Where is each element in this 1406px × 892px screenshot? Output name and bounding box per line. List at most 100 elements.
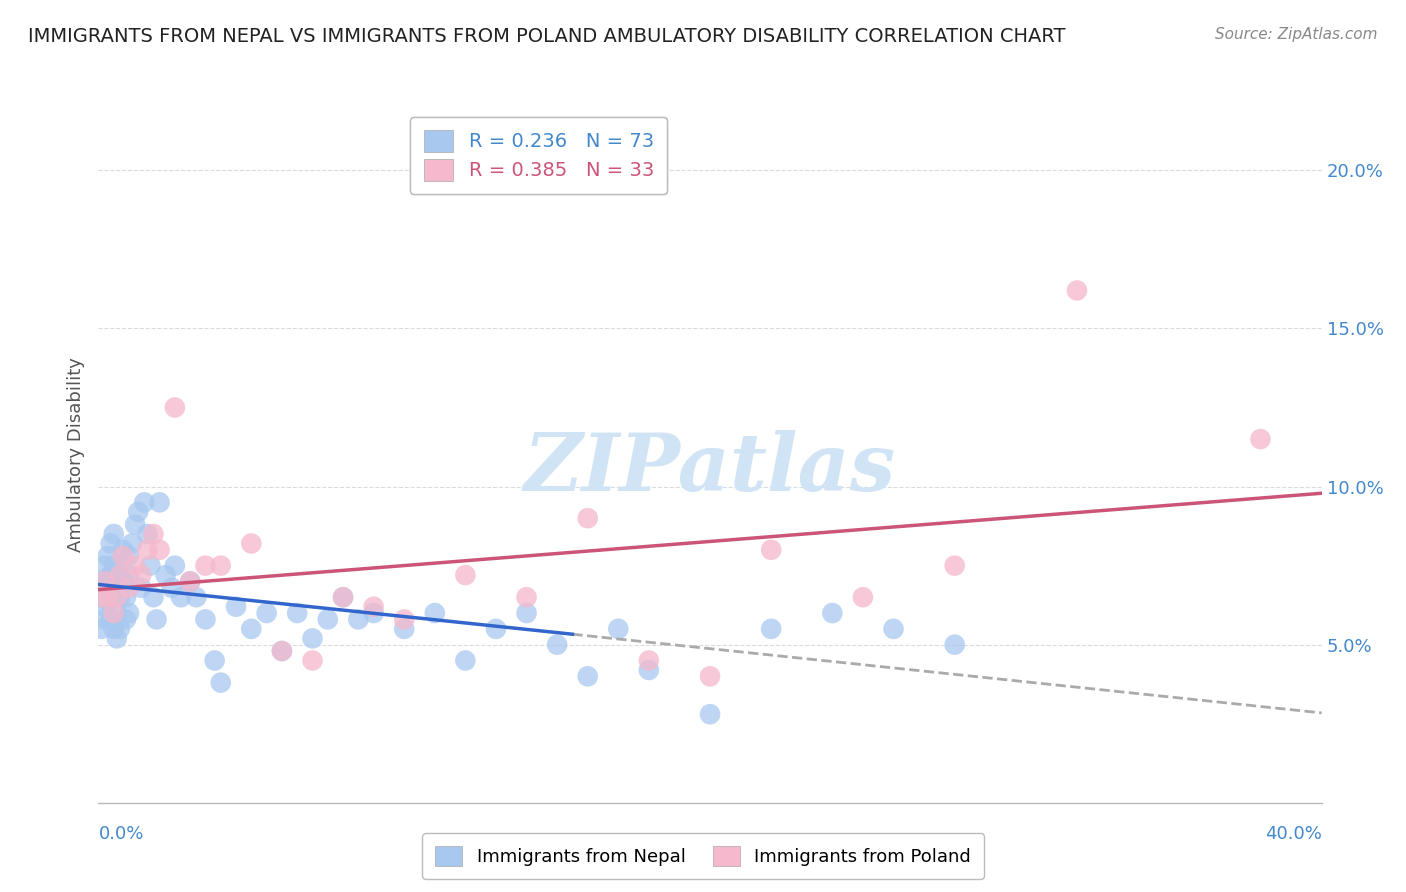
- Point: [93, 599, 115, 614]
- Point: [129, 568, 152, 582]
- Point: [100, 612, 122, 626]
- Point: [90, 574, 112, 589]
- Point: [1066, 284, 1088, 298]
- Point: [155, 568, 177, 582]
- Point: [209, 558, 232, 573]
- Point: [485, 622, 508, 636]
- Point: [136, 542, 159, 557]
- Point: [103, 622, 125, 636]
- Point: [852, 591, 875, 605]
- Point: [546, 638, 568, 652]
- Point: [90, 622, 112, 636]
- Point: [943, 558, 966, 573]
- Point: [129, 581, 152, 595]
- Point: [392, 622, 416, 636]
- Point: [883, 622, 905, 636]
- Point: [111, 542, 134, 557]
- Point: [607, 622, 630, 636]
- Point: [160, 581, 183, 595]
- Y-axis label: Ambulatory Disability: Ambulatory Disability: [66, 358, 84, 552]
- Point: [108, 558, 131, 573]
- Point: [103, 558, 125, 573]
- Point: [90, 591, 112, 605]
- Point: [136, 527, 159, 541]
- Text: 0.0%: 0.0%: [98, 825, 143, 843]
- Point: [516, 606, 538, 620]
- Point: [127, 505, 149, 519]
- Legend: R = 0.236   N = 73, R = 0.385   N = 33: R = 0.236 N = 73, R = 0.385 N = 33: [411, 117, 668, 194]
- Point: [142, 591, 165, 605]
- Point: [139, 558, 162, 573]
- Point: [118, 606, 141, 620]
- Point: [124, 558, 146, 573]
- Point: [225, 599, 247, 614]
- Point: [103, 606, 125, 620]
- Point: [423, 606, 446, 620]
- Point: [93, 581, 115, 595]
- Point: [316, 612, 339, 626]
- Point: [454, 653, 477, 667]
- Text: ZIPatlas: ZIPatlas: [524, 430, 896, 508]
- Text: Source: ZipAtlas.com: Source: ZipAtlas.com: [1215, 27, 1378, 42]
- Point: [170, 591, 193, 605]
- Point: [105, 591, 128, 605]
- Point: [115, 591, 138, 605]
- Point: [204, 653, 226, 667]
- Point: [118, 549, 141, 563]
- Point: [97, 591, 120, 605]
- Point: [108, 622, 131, 636]
- Point: [759, 622, 782, 636]
- Point: [270, 644, 292, 658]
- Point: [256, 606, 278, 620]
- Point: [163, 558, 186, 573]
- Text: IMMIGRANTS FROM NEPAL VS IMMIGRANTS FROM POLAND AMBULATORY DISABILITY CORRELATIO: IMMIGRANTS FROM NEPAL VS IMMIGRANTS FROM…: [28, 27, 1066, 45]
- Point: [332, 591, 354, 605]
- Point: [118, 568, 141, 582]
- Point: [90, 591, 112, 605]
- Point: [285, 606, 308, 620]
- Point: [100, 536, 122, 550]
- Point: [145, 612, 167, 626]
- Point: [1249, 432, 1271, 446]
- Point: [163, 401, 186, 415]
- Point: [576, 511, 599, 525]
- Point: [576, 669, 599, 683]
- Point: [821, 606, 844, 620]
- Point: [149, 495, 172, 509]
- Point: [115, 612, 138, 626]
- Point: [699, 669, 721, 683]
- Point: [142, 527, 165, 541]
- Legend: Immigrants from Nepal, Immigrants from Poland: Immigrants from Nepal, Immigrants from P…: [422, 833, 984, 879]
- Point: [105, 606, 128, 620]
- Point: [454, 568, 477, 582]
- Point: [149, 542, 172, 557]
- Point: [637, 663, 661, 677]
- Point: [93, 574, 115, 589]
- Point: [93, 612, 115, 626]
- Point: [97, 549, 120, 563]
- Point: [186, 591, 208, 605]
- Point: [392, 612, 416, 626]
- Point: [111, 574, 134, 589]
- Point: [121, 536, 143, 550]
- Point: [240, 536, 263, 550]
- Point: [363, 606, 385, 620]
- Text: 40.0%: 40.0%: [1265, 825, 1322, 843]
- Point: [943, 638, 966, 652]
- Point: [105, 632, 128, 646]
- Point: [194, 558, 217, 573]
- Point: [240, 622, 263, 636]
- Point: [111, 549, 134, 563]
- Point: [270, 644, 292, 658]
- Point: [108, 568, 131, 582]
- Point: [97, 571, 120, 585]
- Point: [97, 593, 120, 607]
- Point: [516, 591, 538, 605]
- Point: [103, 591, 125, 605]
- Point: [209, 675, 232, 690]
- Point: [332, 591, 354, 605]
- Point: [105, 581, 128, 595]
- Point: [134, 495, 156, 509]
- Point: [118, 581, 141, 595]
- Point: [759, 542, 782, 557]
